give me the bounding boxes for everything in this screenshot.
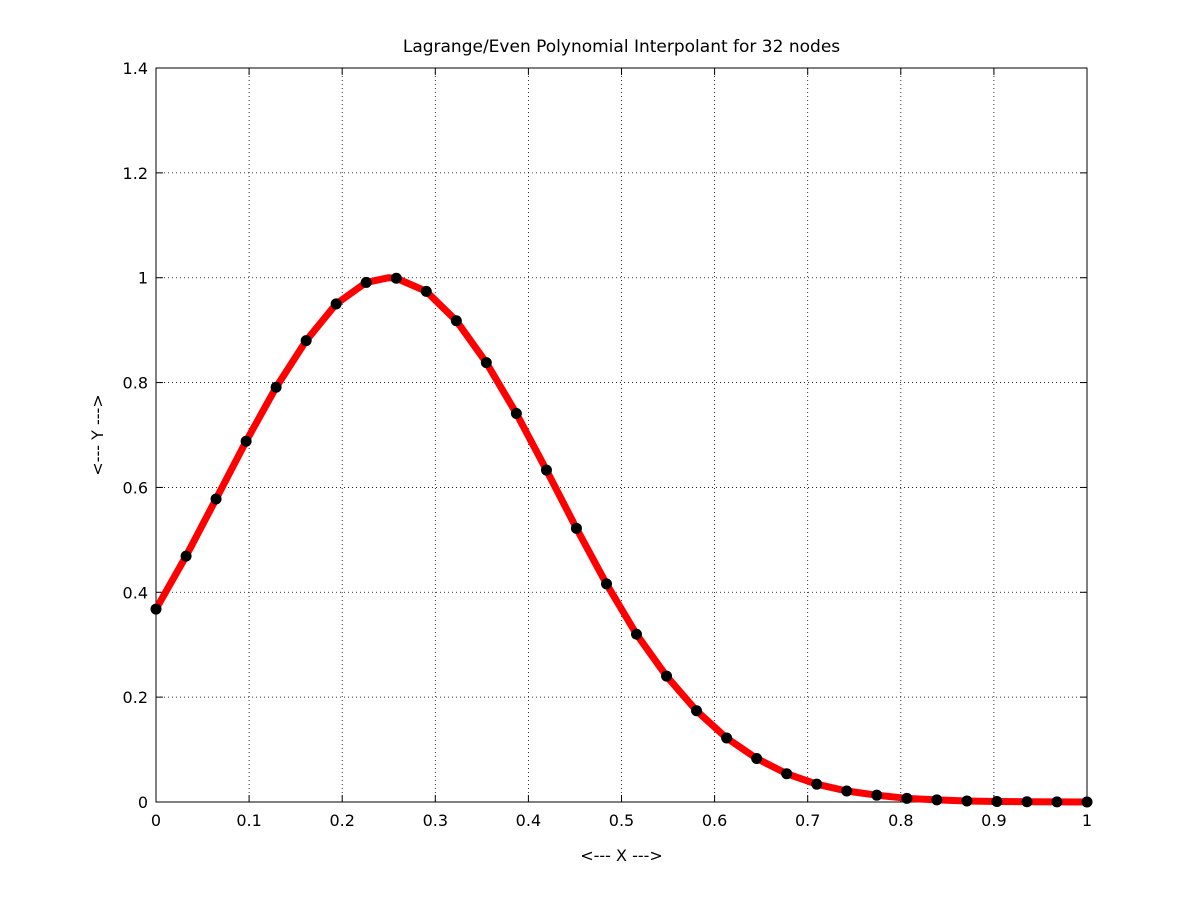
node-point — [420, 285, 432, 297]
y-tick-label: 1.2 — [123, 164, 148, 183]
node-point — [210, 493, 222, 505]
node-point — [630, 628, 642, 640]
node-point — [510, 408, 522, 420]
y-tick-label: 0.8 — [123, 374, 148, 393]
ticks: 0 0.1 0.2 0.3 0.4 0.5 0.6 0.7 0.8 0.9 1 0 0.2 0.4 0.6 0… — [123, 59, 1093, 830]
y-tick-label: 0.6 — [123, 478, 148, 497]
node-point — [240, 435, 252, 447]
y-tick-label: 1 — [138, 269, 148, 288]
node-point — [150, 603, 162, 615]
node-point — [721, 732, 733, 744]
x-tick-label: 0.9 — [981, 811, 1006, 830]
x-tick-label: 0.6 — [702, 811, 727, 830]
x-tick-label: 0.1 — [236, 811, 261, 830]
node-point — [601, 578, 613, 590]
x-tick-label: 0.4 — [516, 811, 541, 830]
node-point — [871, 789, 883, 801]
node-point — [570, 522, 582, 534]
y-tick-label: 1.4 — [123, 59, 148, 78]
node-point — [961, 795, 973, 807]
chart-title: Lagrange/Even Polynomial Interpolant for… — [403, 37, 840, 57]
y-tick-label: 0 — [138, 793, 148, 812]
series-layer — [150, 272, 1093, 808]
x-tick-label: 0.7 — [795, 811, 820, 830]
node-point — [540, 464, 552, 476]
node-point — [781, 768, 793, 780]
x-tick-label: 0.3 — [423, 811, 448, 830]
node-point — [841, 785, 853, 797]
node-point — [1051, 796, 1063, 808]
y-axis-label: <--- Y ---> — [88, 394, 107, 475]
x-tick-label: 1 — [1082, 811, 1092, 830]
node-point — [300, 335, 312, 347]
node-point — [991, 795, 1003, 807]
x-tick-label: 0.8 — [888, 811, 913, 830]
x-axis-label: <--- X ---> — [580, 846, 663, 865]
node-point — [901, 792, 913, 804]
node-point — [661, 670, 673, 682]
node-point — [360, 276, 372, 288]
node-point — [390, 272, 402, 284]
axes-background — [156, 68, 1087, 802]
node-point — [330, 298, 342, 310]
node-point — [1021, 796, 1033, 808]
node-point — [691, 705, 703, 717]
y-tick-label: 0.2 — [123, 688, 148, 707]
x-tick-label: 0 — [151, 811, 161, 830]
x-tick-label: 0.5 — [609, 811, 634, 830]
node-point — [270, 381, 282, 393]
node-point — [751, 752, 763, 764]
node-point — [180, 550, 192, 562]
node-point — [931, 794, 943, 806]
y-tick-label: 0.4 — [123, 583, 148, 602]
node-point — [811, 778, 823, 790]
node-point — [1081, 796, 1093, 808]
node-point — [480, 357, 492, 369]
x-tick-label: 0.2 — [329, 811, 354, 830]
node-point — [450, 315, 462, 327]
